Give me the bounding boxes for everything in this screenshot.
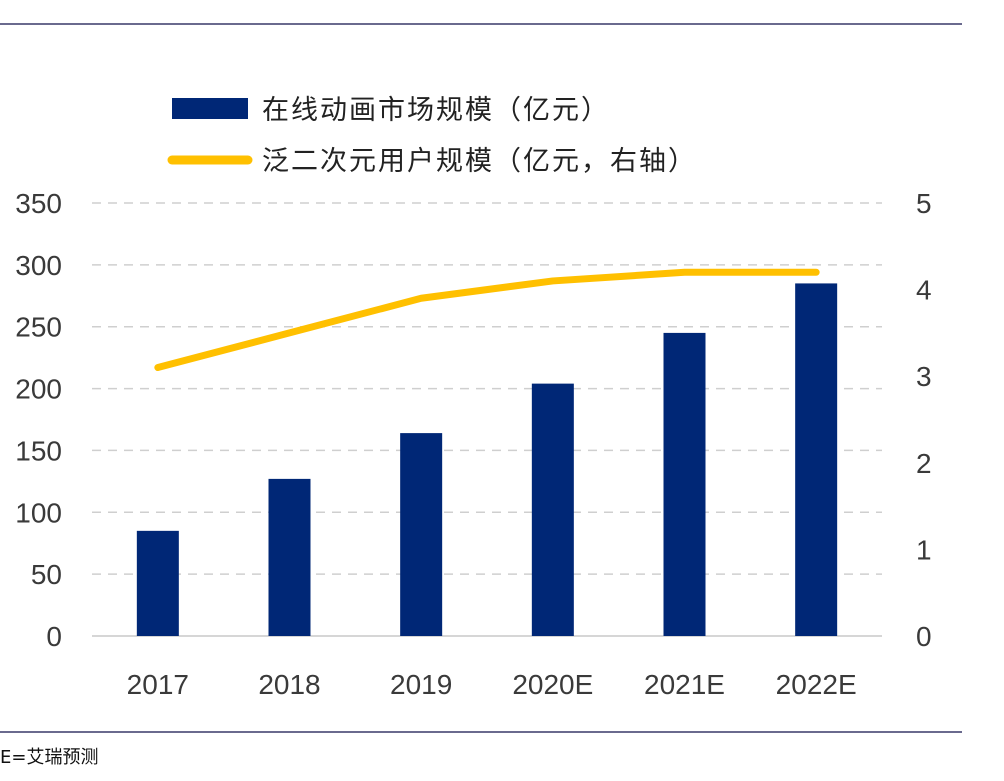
y-right-tick-label: 2 [916, 448, 932, 479]
x-tick-label: 2020E [512, 669, 593, 700]
line-series [154, 268, 820, 372]
bar-2020E [531, 383, 574, 636]
gridlines [92, 202, 882, 637]
bar-2018 [268, 478, 311, 636]
y-right-tick-label: 4 [916, 275, 932, 306]
y-left-tick-label: 150 [15, 435, 62, 466]
bar-2022E [795, 283, 838, 636]
y-right-tick-label: 3 [916, 361, 932, 392]
y-left-tick-label: 100 [15, 497, 62, 528]
legend-line-label: 泛二次元用户规模（亿元，右轴） [262, 146, 697, 177]
y-right-tick-label: 5 [916, 188, 932, 219]
x-tick-label: 2022E [776, 669, 857, 700]
bar-2017 [136, 530, 179, 636]
bottom-rule [0, 731, 962, 733]
axis-ticks: 0 50 100 150 200 250 300 350 0 1 2 3 4 5 2017 2018 2019 2… [15, 188, 931, 700]
x-tick-label: 2019 [390, 669, 452, 700]
y-left-tick-label: 50 [31, 559, 62, 590]
bar-2019 [400, 433, 443, 636]
line-path [154, 268, 820, 372]
legend-bar-label: 在线动画市场规模（亿元） [262, 95, 610, 126]
legend: 在线动画市场规模（亿元） 泛二次元用户规模（亿元，右轴） [167, 95, 697, 177]
x-tick-label: 2021E [644, 669, 725, 700]
y-left-tick-label: 0 [46, 621, 62, 652]
y-right-tick-label: 1 [916, 534, 932, 565]
bar-series [136, 283, 838, 636]
y-left-tick-label: 300 [15, 250, 62, 281]
x-tick-label: 2018 [258, 669, 320, 700]
legend-bar-swatch [172, 98, 248, 119]
y-right-tick-label: 0 [916, 621, 932, 652]
bar-2021E [663, 332, 706, 636]
top-rule [0, 23, 962, 25]
footnote: E=艾瑞预测 [0, 747, 99, 768]
x-tick-label: 2017 [127, 669, 189, 700]
y-left-tick-label: 200 [15, 374, 62, 405]
y-left-tick-label: 350 [15, 188, 62, 219]
y-left-tick-label: 250 [15, 312, 62, 343]
